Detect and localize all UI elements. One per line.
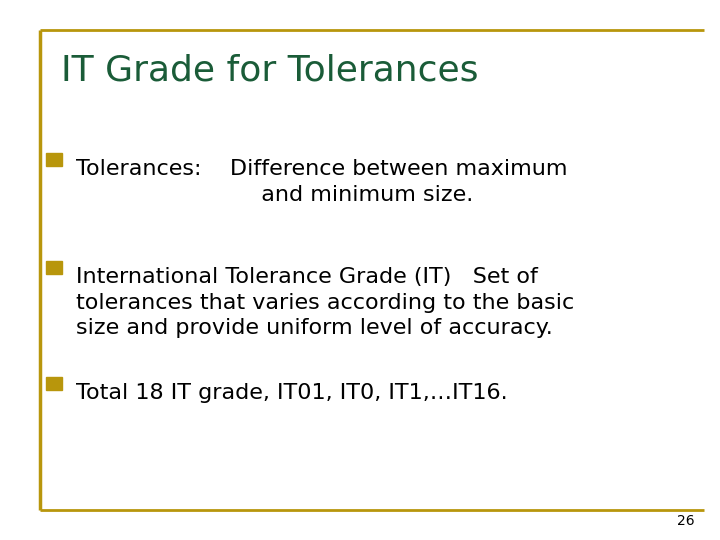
- Bar: [46, 152, 62, 166]
- Text: Tolerances:    Difference between maximum
                          and minimum : Tolerances: Difference between maximum a…: [76, 159, 567, 205]
- Bar: [46, 377, 62, 390]
- Text: International Tolerance Grade (IT)   Set of
tolerances that varies according to : International Tolerance Grade (IT) Set o…: [76, 267, 574, 339]
- Text: 26: 26: [678, 514, 695, 528]
- Bar: [46, 261, 62, 274]
- Text: Total 18 IT grade, IT01, IT0, IT1,…IT16.: Total 18 IT grade, IT01, IT0, IT1,…IT16.: [76, 383, 507, 403]
- Text: IT Grade for Tolerances: IT Grade for Tolerances: [61, 53, 479, 87]
